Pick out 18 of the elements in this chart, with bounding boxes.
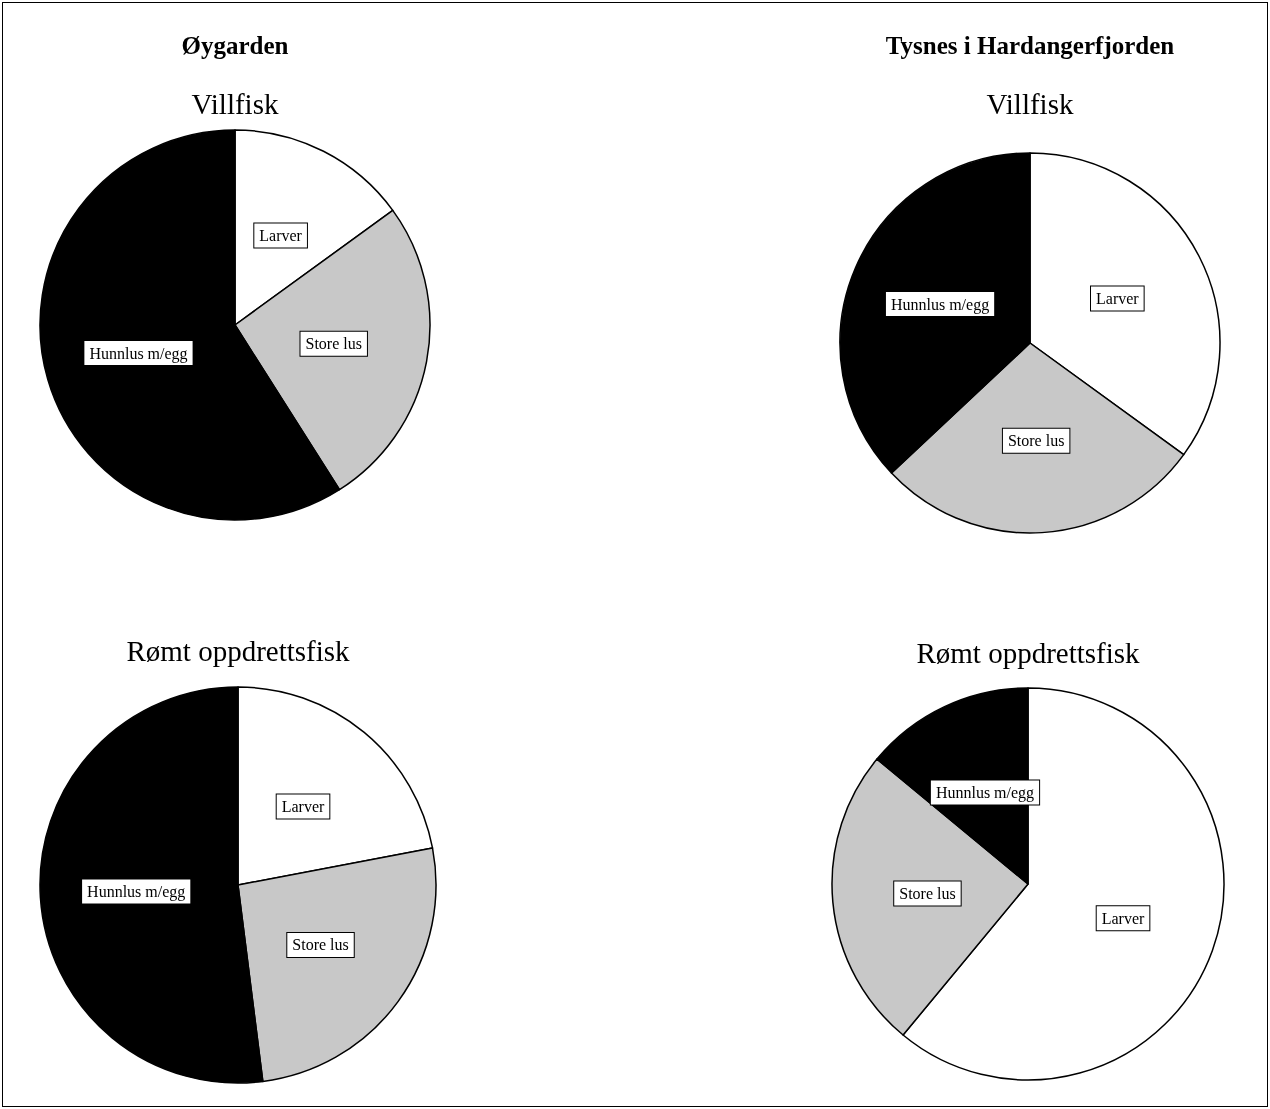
chart-subtitle: Villfisk [191,87,279,120]
slice-label: Hunnlus m/egg [89,344,188,363]
chart-title: Tysnes i Hardangerfjorden [885,32,1175,59]
slice-label: Larver [281,797,325,815]
slice-label: Larver [259,226,303,244]
slice-label: Hunnlus m/egg [935,784,1035,803]
slice-label: Hunnlus m/egg [890,295,990,314]
chart-title: Øygarden [181,32,289,59]
chart-subtitle: Rømt oppdrettsfisk [916,636,1141,669]
slice-label: Larver [1101,909,1146,927]
slice-label: Store lus [1007,432,1065,450]
slice-label: Larver [1096,290,1140,308]
slice-label: Store lus [899,885,956,902]
slice-label: Store lus [305,335,362,353]
chart-subtitle: Rømt oppdrettsfisk [126,634,351,667]
chart-subtitle: Villfisk [986,87,1074,120]
slice-label: Hunnlus m/egg [87,882,186,901]
slice-label: Store lus [292,936,349,954]
